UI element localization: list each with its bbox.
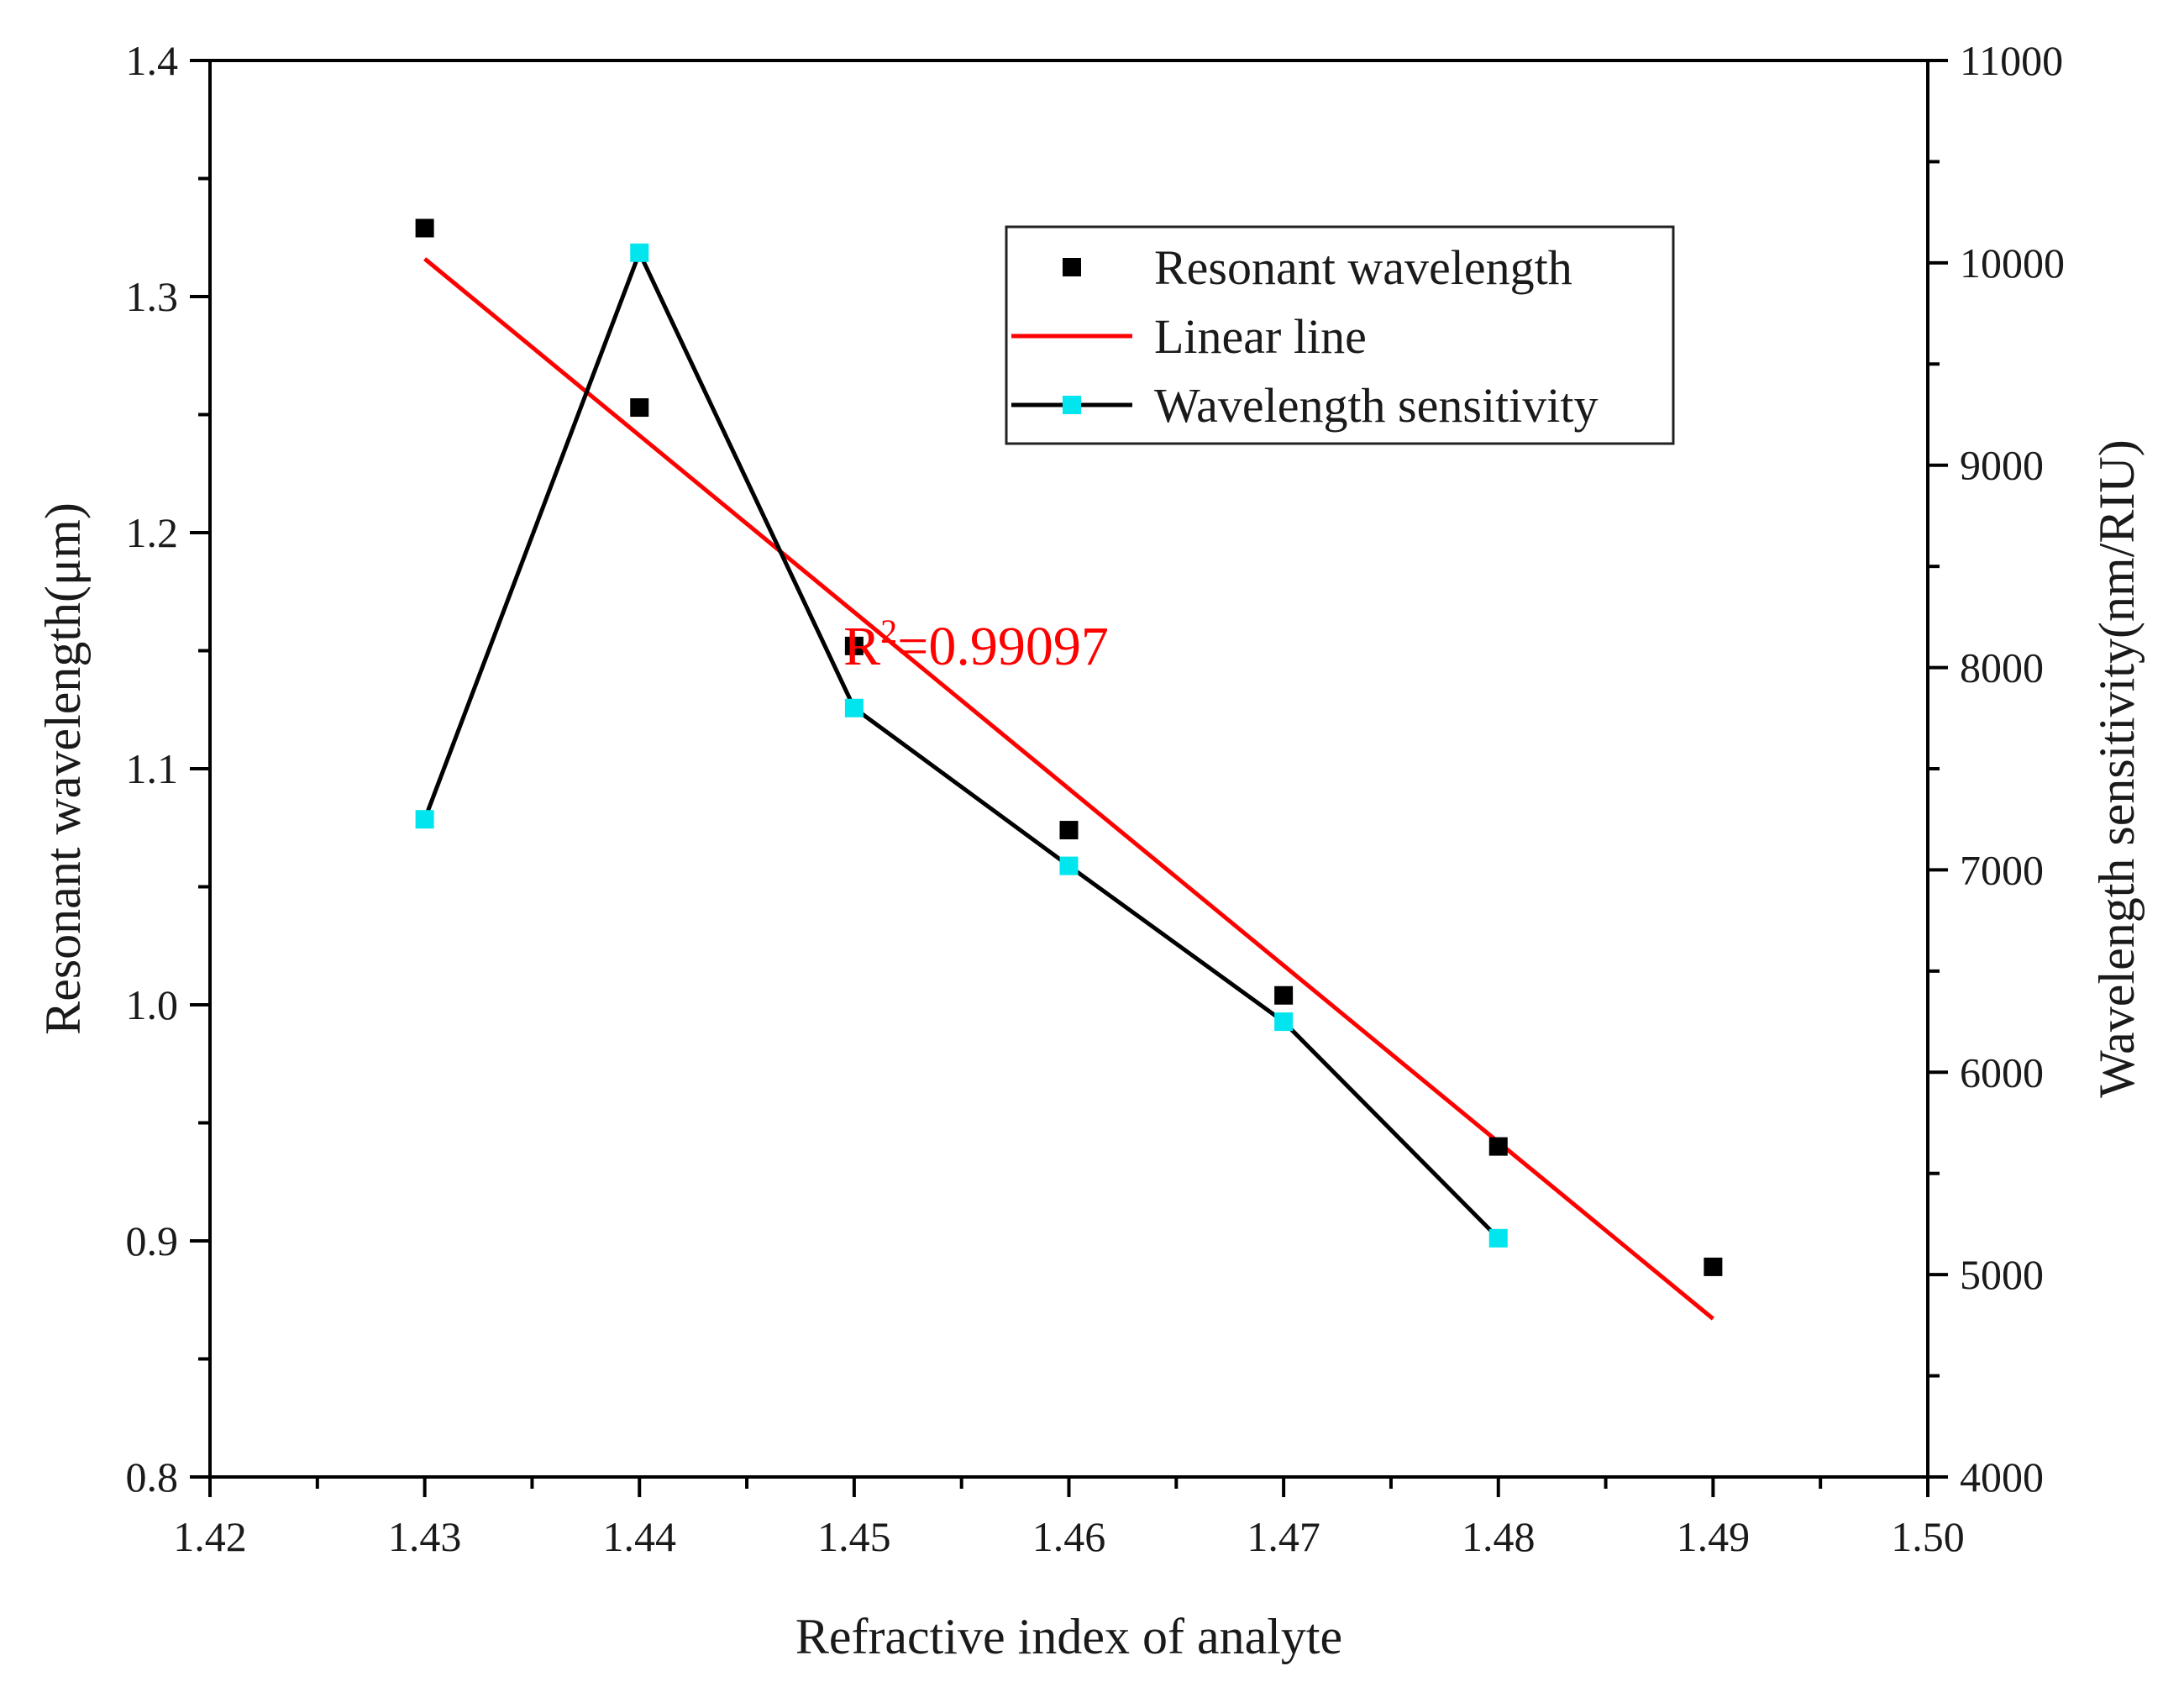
annotations: R2=0.99097 xyxy=(843,612,1109,677)
sensitivity-point xyxy=(1274,1012,1294,1032)
x-tick-label: 1.43 xyxy=(388,1513,462,1560)
x-tick-label: 1.46 xyxy=(1032,1513,1106,1560)
sensitivity-line xyxy=(423,250,1500,1240)
x-tick-label: 1.45 xyxy=(817,1513,891,1560)
x-tick-label: 1.42 xyxy=(173,1513,247,1560)
sensitivity-point xyxy=(844,698,864,717)
y-left-tick-label: 1.1 xyxy=(126,745,179,792)
x-tick-label: 1.44 xyxy=(603,1513,677,1560)
legend-resonant-wavelength-swatch-marker xyxy=(1063,258,1081,276)
y-right-tick-label: 5000 xyxy=(1960,1251,2044,1298)
r-squared-annotation: R2=0.99097 xyxy=(843,612,1109,677)
y-left-tick-label: 0.9 xyxy=(126,1217,179,1264)
legend-wavelength-sensitivity-swatch-marker xyxy=(1063,396,1081,414)
y-left-tick-label: 1.0 xyxy=(126,981,179,1028)
y-right-tick-label: 6000 xyxy=(1960,1048,2044,1096)
resonant-wavelength-point xyxy=(844,636,864,655)
y-right-axis-title: Wavelength sensitivity(nm/RIU) xyxy=(2089,439,2145,1097)
legend-wavelength-sensitivity-label: Wavelength sensitivity xyxy=(1154,378,1599,433)
plot-area xyxy=(415,218,1723,1321)
y-right-tick-label: 9000 xyxy=(1960,442,2044,489)
resonant-wavelength-point xyxy=(1059,821,1079,840)
resonant-wavelength-point xyxy=(1274,985,1294,1005)
y-right-tick-label: 10000 xyxy=(1960,239,2065,286)
r-squared-base: R xyxy=(843,616,880,677)
y-right-tick-label: 8000 xyxy=(1960,644,2044,691)
legend-resonant-wavelength-label: Resonant wavelength xyxy=(1154,240,1572,295)
y-left-tick-label: 1.2 xyxy=(126,509,179,556)
resonant-wavelength-point xyxy=(630,398,649,418)
sensitivity-point xyxy=(1488,1228,1508,1248)
legend: Resonant wavelength Linear line Wavelength… xyxy=(1005,225,1675,445)
resonant-wavelength-point xyxy=(415,218,434,238)
x-tick-label: 1.49 xyxy=(1677,1513,1751,1560)
x-tick-label: 1.48 xyxy=(1462,1513,1536,1560)
axes: 1.42 1.43 1.44 1.45 1.46 1.47 1.48 1.49 1.500.80… xyxy=(35,37,2145,1664)
r-squared-superscript: 2 xyxy=(880,612,897,650)
y-right-tick-label: 4000 xyxy=(1960,1453,2044,1500)
x-tick-label: 1.47 xyxy=(1247,1513,1320,1560)
sensitivity-point xyxy=(630,243,649,262)
y-right-tick-label: 11000 xyxy=(1960,37,2063,84)
sensitivity-point xyxy=(415,810,434,829)
r-squared-value: =0.99097 xyxy=(897,616,1109,677)
x-tick-label: 1.50 xyxy=(1891,1513,1965,1560)
y-right-tick-label: 7000 xyxy=(1960,846,2044,893)
y-left-tick-label: 0.8 xyxy=(126,1453,179,1500)
y-left-axis-title: Resonant wavelength(μm) xyxy=(35,502,91,1035)
resonant-wavelength-point xyxy=(1488,1137,1508,1156)
y-left-tick-label: 1.4 xyxy=(126,37,179,84)
sensitivity-point xyxy=(1059,856,1079,875)
y-left-tick-label: 1.3 xyxy=(126,273,179,320)
legend-linear-line-label: Linear line xyxy=(1154,309,1367,364)
resonant-wavelength-point xyxy=(1704,1257,1723,1276)
x-axis-title: Refractive index of analyte xyxy=(795,1609,1342,1664)
